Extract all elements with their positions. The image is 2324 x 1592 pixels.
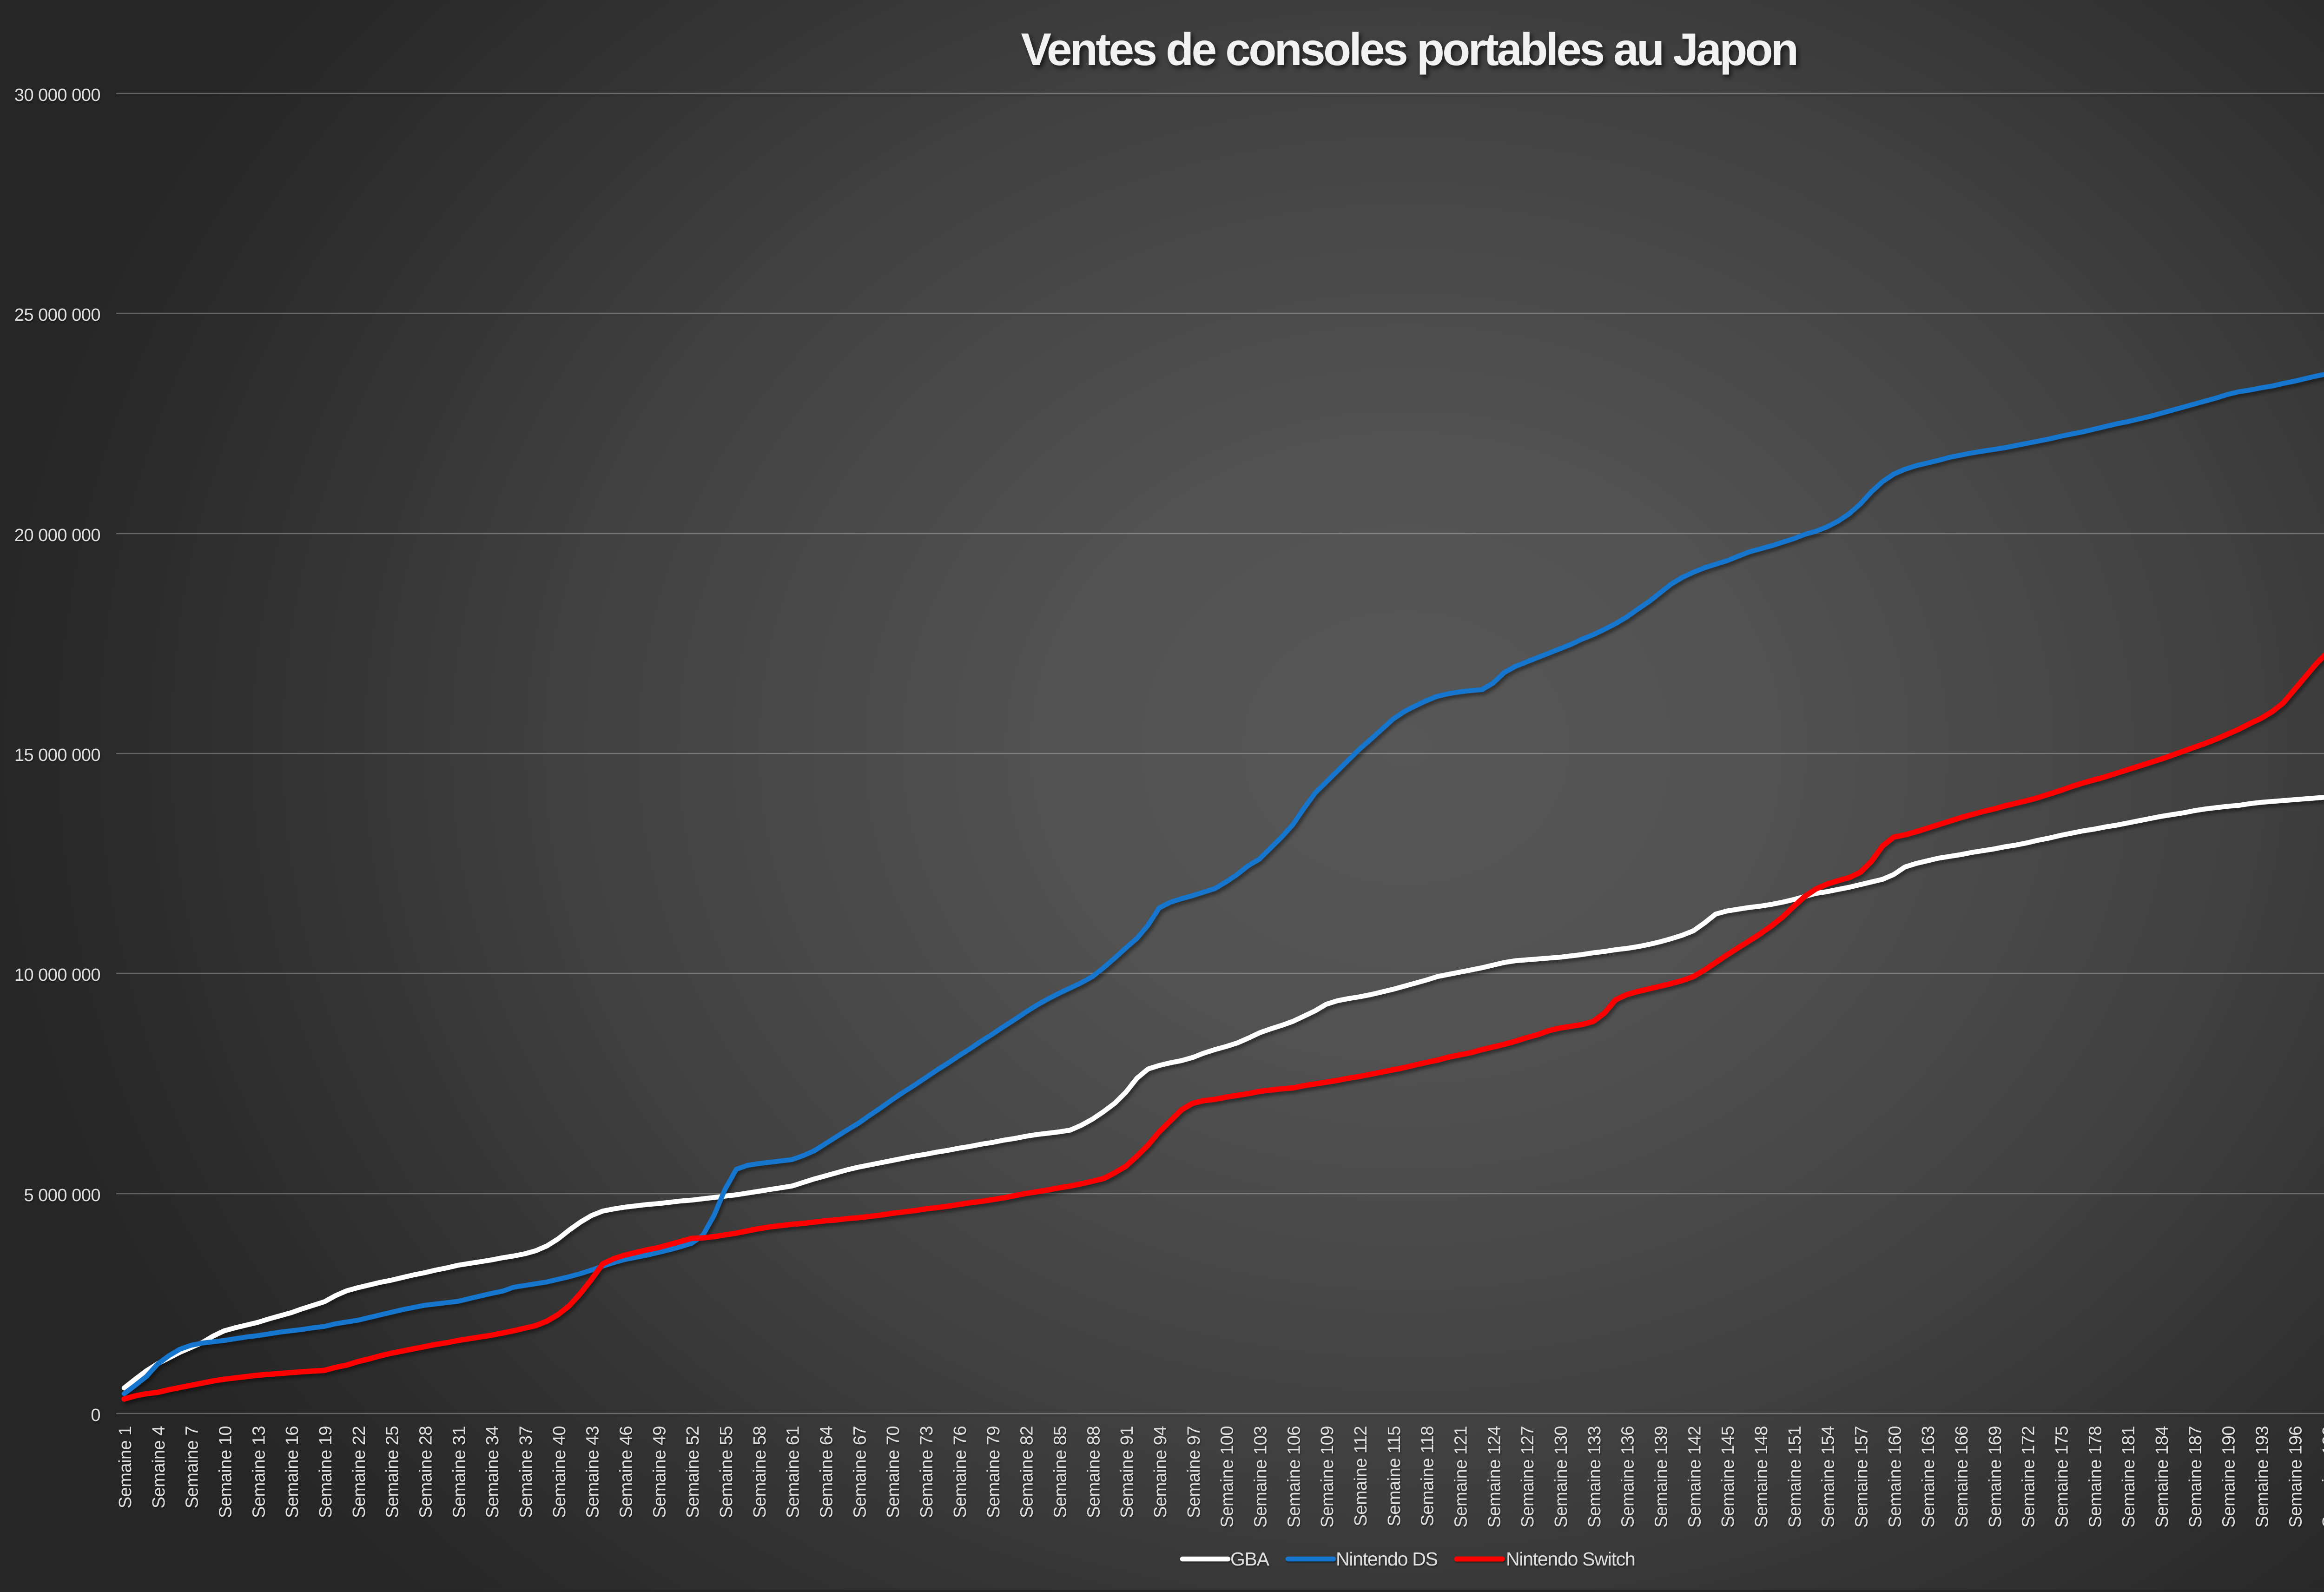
svg-text:Semaine 118: Semaine 118 (1418, 1426, 1438, 1526)
svg-text:Semaine 166: Semaine 166 (1952, 1426, 1972, 1527)
svg-text:Semaine 40: Semaine 40 (550, 1426, 569, 1518)
svg-text:Semaine 1: Semaine 1 (116, 1426, 135, 1508)
svg-text:Semaine 106: Semaine 106 (1284, 1426, 1304, 1527)
svg-text:Semaine 64: Semaine 64 (817, 1426, 837, 1518)
svg-text:Semaine 7: Semaine 7 (183, 1426, 202, 1508)
svg-text:Semaine 196: Semaine 196 (2286, 1426, 2305, 1527)
svg-text:Semaine 97: Semaine 97 (1184, 1426, 1204, 1518)
svg-text:10 000 000: 10 000 000 (14, 965, 100, 985)
svg-text:Semaine 55: Semaine 55 (717, 1426, 736, 1518)
svg-text:Semaine 34: Semaine 34 (483, 1426, 502, 1518)
svg-text:Semaine 88: Semaine 88 (1084, 1426, 1103, 1518)
svg-text:Semaine 22: Semaine 22 (350, 1426, 369, 1518)
svg-text:Semaine 157: Semaine 157 (1852, 1426, 1872, 1527)
svg-text:Semaine 172: Semaine 172 (2019, 1426, 2039, 1527)
svg-text:Semaine 43: Semaine 43 (583, 1426, 603, 1518)
svg-text:Semaine 79: Semaine 79 (984, 1426, 1004, 1518)
svg-text:25 000 000: 25 000 000 (14, 305, 100, 325)
svg-text:Semaine 142: Semaine 142 (1685, 1426, 1704, 1527)
svg-text:Semaine 67: Semaine 67 (850, 1426, 870, 1518)
svg-text:Semaine 163: Semaine 163 (1919, 1426, 1938, 1527)
svg-text:Semaine 19: Semaine 19 (316, 1426, 336, 1518)
svg-text:Semaine 91: Semaine 91 (1117, 1426, 1137, 1518)
svg-text:Semaine 82: Semaine 82 (1017, 1426, 1037, 1518)
svg-text:Semaine 37: Semaine 37 (516, 1426, 536, 1518)
svg-text:Semaine 13: Semaine 13 (249, 1426, 269, 1518)
svg-text:Semaine 58: Semaine 58 (750, 1426, 770, 1518)
svg-text:Semaine 46: Semaine 46 (617, 1426, 636, 1518)
svg-text:Nintendo DS: Nintendo DS (1336, 1548, 1438, 1570)
svg-text:Semaine 61: Semaine 61 (784, 1426, 803, 1518)
svg-text:Semaine 100: Semaine 100 (1218, 1426, 1237, 1527)
svg-text:Semaine 130: Semaine 130 (1552, 1426, 1571, 1527)
svg-text:Semaine 199: Semaine 199 (2319, 1426, 2324, 1527)
svg-text:Semaine 169: Semaine 169 (1986, 1426, 2005, 1527)
svg-text:Semaine 175: Semaine 175 (2053, 1426, 2072, 1527)
svg-text:Semaine 121: Semaine 121 (1452, 1426, 1471, 1527)
svg-text:Semaine 85: Semaine 85 (1050, 1426, 1070, 1518)
svg-text:Semaine 16: Semaine 16 (283, 1426, 302, 1518)
svg-text:GBA: GBA (1230, 1548, 1270, 1570)
svg-text:Semaine 139: Semaine 139 (1652, 1426, 1671, 1527)
svg-text:Nintendo Switch: Nintendo Switch (1506, 1548, 1635, 1570)
svg-text:Semaine 10: Semaine 10 (216, 1426, 236, 1518)
svg-text:Semaine 154: Semaine 154 (1819, 1426, 1838, 1528)
svg-text:Semaine 160: Semaine 160 (1885, 1426, 1905, 1527)
svg-text:Semaine 190: Semaine 190 (2219, 1426, 2239, 1527)
svg-text:Semaine 103: Semaine 103 (1251, 1426, 1271, 1527)
svg-text:15 000 000: 15 000 000 (14, 746, 100, 765)
svg-text:Semaine 52: Semaine 52 (683, 1426, 703, 1518)
svg-text:Semaine 73: Semaine 73 (917, 1426, 937, 1518)
svg-text:Semaine 178: Semaine 178 (2086, 1426, 2105, 1527)
svg-text:Semaine 49: Semaine 49 (650, 1426, 669, 1518)
svg-text:Semaine 76: Semaine 76 (951, 1426, 970, 1518)
svg-text:Semaine 124: Semaine 124 (1485, 1426, 1504, 1528)
svg-text:Semaine 115: Semaine 115 (1385, 1426, 1404, 1526)
svg-text:5 000 000: 5 000 000 (24, 1186, 100, 1205)
svg-text:Semaine 25: Semaine 25 (383, 1426, 403, 1518)
svg-text:Semaine 109: Semaine 109 (1318, 1426, 1337, 1527)
svg-text:Semaine 28: Semaine 28 (416, 1426, 436, 1518)
svg-text:Semaine 127: Semaine 127 (1518, 1426, 1538, 1527)
svg-text:30 000 000: 30 000 000 (14, 86, 100, 105)
svg-text:Semaine 94: Semaine 94 (1151, 1426, 1170, 1518)
svg-text:0: 0 (91, 1406, 100, 1425)
svg-text:Semaine 148: Semaine 148 (1752, 1426, 1771, 1527)
svg-text:Semaine 4: Semaine 4 (149, 1426, 169, 1509)
svg-text:Semaine 112: Semaine 112 (1351, 1426, 1371, 1526)
svg-text:Semaine 70: Semaine 70 (884, 1426, 903, 1518)
svg-text:Semaine 181: Semaine 181 (2119, 1426, 2139, 1527)
svg-text:Semaine 145: Semaine 145 (1718, 1426, 1738, 1527)
svg-text:20 000 000: 20 000 000 (14, 526, 100, 545)
svg-text:Semaine 133: Semaine 133 (1585, 1426, 1604, 1527)
svg-text:Semaine 184: Semaine 184 (2152, 1426, 2172, 1528)
svg-text:Semaine 136: Semaine 136 (1618, 1426, 1638, 1527)
svg-text:Semaine 187: Semaine 187 (2186, 1426, 2205, 1527)
svg-text:Semaine 151: Semaine 151 (1785, 1426, 1805, 1527)
svg-text:Ventes de consoles portables a: Ventes de consoles portables au Japon (1021, 24, 1797, 75)
svg-text:Semaine 31: Semaine 31 (449, 1426, 469, 1518)
svg-text:Semaine 193: Semaine 193 (2253, 1426, 2272, 1527)
